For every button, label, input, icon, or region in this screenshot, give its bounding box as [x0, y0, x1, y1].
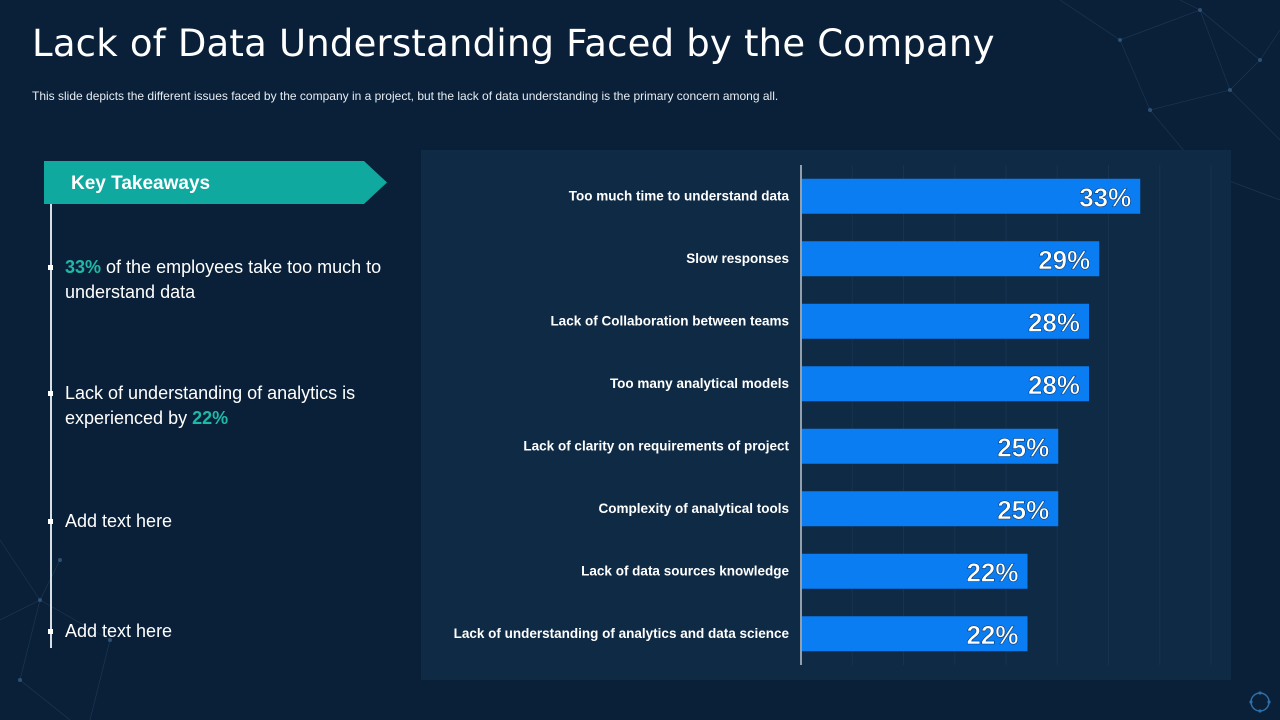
chart-bar	[802, 241, 1100, 277]
chart-value-label: 28%	[1028, 307, 1080, 337]
chart-category-label: Complexity of analytical tools	[598, 501, 789, 516]
chart-value-label: 25%	[997, 495, 1049, 525]
takeaways-timeline-line	[50, 204, 52, 648]
chart-bar	[802, 178, 1141, 214]
chart-category-label: Lack of clarity on requirements of proje…	[523, 438, 789, 453]
takeaway-text: of the employees take too much to unders…	[65, 257, 382, 302]
chart-bar	[802, 366, 1089, 402]
bullet-marker	[48, 629, 53, 634]
chart-bar	[802, 428, 1059, 464]
takeaway-item-1: 33% of the employees take too much to un…	[48, 255, 388, 305]
chart-bar	[802, 553, 1028, 589]
chart-value-label: 22%	[966, 557, 1018, 587]
takeaway-item-2: Lack of understanding of analytics is ex…	[48, 381, 388, 431]
takeaway-highlight: 22%	[192, 408, 229, 428]
key-takeaways-heading: Key Takeaways	[71, 173, 211, 194]
chart-panel: Too much time to understand data 33% Slow …	[421, 150, 1231, 680]
key-takeaways-banner: Key Takeaways	[44, 161, 387, 204]
slide-subtitle: This slide depicts the different issues …	[32, 89, 779, 103]
takeaway-item-3: Add text here	[48, 509, 388, 534]
chart-bar	[802, 491, 1059, 527]
chart-value-label: 22%	[966, 620, 1018, 650]
chart-category-label: Lack of Collaboration between teams	[550, 313, 789, 328]
chart-category-label: Lack of understanding of analytics and d…	[454, 626, 790, 641]
chart-value-label: 25%	[997, 432, 1049, 462]
bar-chart: Too much time to understand data 33% Slow …	[454, 165, 1212, 665]
chart-bar	[802, 303, 1089, 339]
slide-title: Lack of Data Understanding Faced by the …	[32, 22, 995, 65]
bullet-marker	[48, 391, 53, 396]
takeaway-highlight: 33%	[65, 257, 102, 277]
corner-logo-icon	[1249, 691, 1271, 713]
chart-value-label: 29%	[1038, 245, 1090, 275]
chart-bar	[802, 616, 1028, 652]
takeaway-text: Add text here	[65, 621, 173, 641]
takeaway-text: Add text here	[65, 511, 173, 531]
chart-category-label: Slow responses	[686, 251, 789, 266]
chart-category-label: Too much time to understand data	[569, 188, 790, 203]
bullet-marker	[48, 265, 53, 270]
chart-value-label: 28%	[1028, 370, 1080, 400]
takeaway-text: Lack of understanding of analytics is ex…	[65, 383, 356, 428]
chart-category-label: Lack of data sources knowledge	[581, 563, 789, 578]
takeaway-item-4: Add text here	[48, 619, 388, 644]
bullet-marker	[48, 519, 53, 524]
chart-value-label: 33%	[1079, 182, 1131, 212]
chart-category-label: Too many analytical models	[610, 376, 789, 391]
